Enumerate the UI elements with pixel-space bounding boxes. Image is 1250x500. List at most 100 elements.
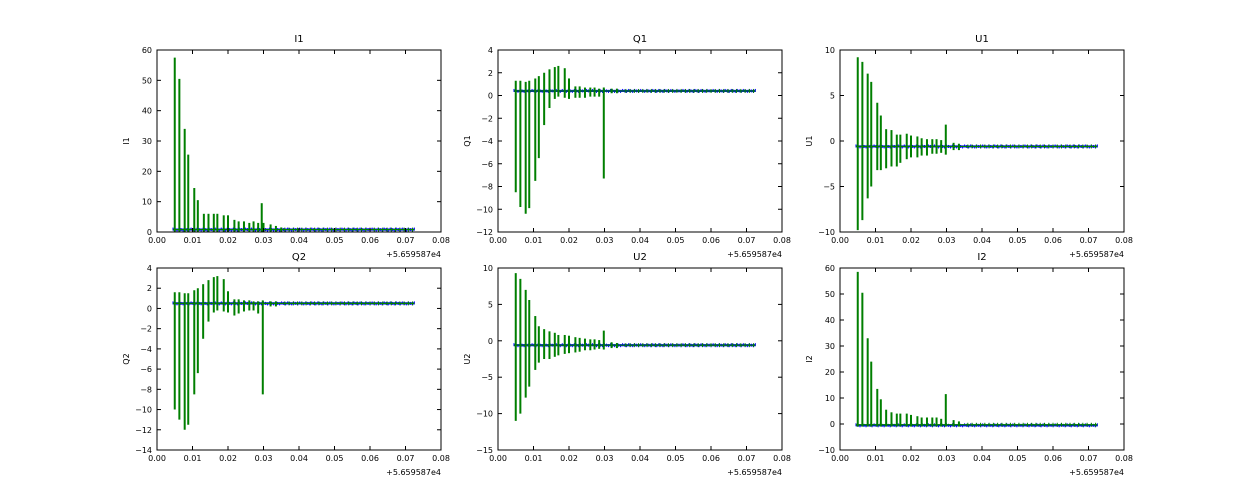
y-tick-label: −2	[481, 114, 493, 123]
y-tick-label: −2	[140, 325, 152, 334]
x-tick-label: 0.06	[361, 454, 379, 463]
y-tick-label: 10	[825, 394, 835, 403]
y-tick-label: −12	[476, 228, 493, 237]
y-tick-label: 0	[488, 337, 493, 346]
y-tick-label: −6	[481, 160, 493, 169]
y-tick-label: −10	[476, 205, 493, 214]
x-tick-label: 0.01	[867, 236, 885, 245]
y-tick-label: 10	[483, 264, 493, 273]
y-tick-label: 60	[142, 46, 152, 55]
y-tick-label: 0	[830, 420, 835, 429]
x-tick-label: 0.04	[290, 454, 308, 463]
x-tick-label: 0.01	[867, 454, 885, 463]
y-tick-label: −12	[135, 426, 152, 435]
x-tick-label: 0.08	[773, 236, 791, 245]
axes-frame	[497, 267, 783, 451]
x-tick-label: 0.06	[1044, 454, 1062, 463]
x-tick-label: 0.01	[525, 454, 543, 463]
x-tick-label: 0.06	[702, 236, 720, 245]
x-tick-label: 0.01	[184, 236, 202, 245]
y-tick-label: −10	[818, 228, 835, 237]
subplot-title: Q2	[292, 252, 306, 263]
y-tick-label: 5	[488, 300, 493, 309]
x-tick-label: 0.04	[973, 454, 991, 463]
axes-frame	[156, 49, 442, 233]
x-tick-label: 0.06	[702, 454, 720, 463]
x-tick-label: 0.06	[1044, 236, 1062, 245]
x-tick-label: 0.00	[148, 236, 166, 245]
y-tick-label: −8	[481, 183, 493, 192]
x-tick-label: 0.03	[596, 236, 614, 245]
y-tick-label: 20	[825, 368, 835, 377]
y-tick-label: −4	[481, 137, 493, 146]
x-tick-label: 0.05	[1009, 236, 1027, 245]
subplot-i2: I2 I2 0.00 0.01 0.02 0.03 0.04 0.05 0.06 0.07 0.08…	[805, 252, 1133, 477]
subplot-title: I2	[977, 252, 986, 263]
x-tick-label: 0.02	[219, 454, 237, 463]
y-axis-label: I2	[805, 355, 814, 362]
y-tick-label: −15	[476, 446, 493, 455]
axes-frame	[839, 267, 1125, 451]
x-tick-label: 0.07	[738, 236, 756, 245]
y-tick-label: −10	[476, 410, 493, 419]
y-tick-label: 5	[830, 92, 835, 101]
x-offset-label: +5.659587e4	[386, 250, 441, 259]
y-tick-label: −10	[135, 406, 152, 415]
x-offset-label: +5.659587e4	[727, 250, 782, 259]
x-tick-label: 0.04	[290, 236, 308, 245]
x-tick-label: 0.03	[938, 236, 956, 245]
y-axis-label: U1	[805, 136, 814, 147]
y-tick-label: −5	[823, 183, 835, 192]
x-tick-label: 0.07	[397, 236, 415, 245]
x-tick-label: 0.05	[326, 454, 344, 463]
y-tick-label: 60	[825, 264, 835, 273]
y-tick-label: 4	[488, 46, 493, 55]
y-tick-label: −14	[135, 446, 152, 455]
x-offset-label: +5.659587e4	[1069, 250, 1124, 259]
y-tick-label: −4	[140, 345, 152, 354]
y-tick-label: 20	[142, 167, 152, 176]
x-tick-label: 0.08	[432, 454, 450, 463]
x-tick-label: 0.00	[489, 236, 507, 245]
x-tick-label: 0.02	[560, 236, 578, 245]
y-axis-label: Q1	[463, 135, 472, 146]
y-tick-label: 50	[825, 290, 835, 299]
y-tick-label: −5	[481, 373, 493, 382]
axes-frame	[156, 267, 442, 451]
x-tick-label: 0.07	[1080, 454, 1098, 463]
x-tick-label: 0.00	[489, 454, 507, 463]
x-tick-label: 0.08	[1115, 454, 1133, 463]
subplot-title: I1	[294, 34, 303, 45]
y-tick-label: 0	[147, 228, 152, 237]
y-axis-label: U2	[463, 354, 472, 365]
x-tick-label: 0.04	[631, 236, 649, 245]
x-tick-label: 0.04	[973, 236, 991, 245]
axes-frame	[839, 49, 1125, 233]
x-tick-label: 0.00	[831, 236, 849, 245]
subplot-title: U2	[633, 252, 647, 263]
subplot-u1: U1 U1 0.00 0.01 0.02 0.03 0.04 0.05 0.06 0.07 0.08…	[805, 34, 1133, 259]
x-offset-label: +5.659587e4	[727, 468, 782, 477]
x-tick-label: 0.00	[148, 454, 166, 463]
x-tick-label: 0.00	[831, 454, 849, 463]
x-tick-label: 0.02	[560, 454, 578, 463]
x-tick-label: 0.07	[397, 454, 415, 463]
x-tick-label: 0.05	[1009, 454, 1027, 463]
x-tick-label: 0.02	[902, 454, 920, 463]
y-tick-label: 50	[142, 76, 152, 85]
y-tick-label: −10	[818, 446, 835, 455]
x-tick-label: 0.02	[902, 236, 920, 245]
x-tick-label: 0.04	[631, 454, 649, 463]
x-tick-label: 0.06	[361, 236, 379, 245]
x-tick-label: 0.07	[738, 454, 756, 463]
y-tick-label: 10	[142, 198, 152, 207]
x-offset-label: +5.659587e4	[386, 468, 441, 477]
y-tick-label: 0	[830, 137, 835, 146]
x-tick-label: 0.08	[773, 454, 791, 463]
y-axis-label: Q2	[122, 353, 131, 364]
x-tick-label: 0.01	[525, 236, 543, 245]
subplot-i1: I1 I1 0.00 0.01 0.02 0.03 0.04 0.05 0.06 0.07 0.08…	[122, 34, 450, 259]
y-tick-label: 0	[488, 92, 493, 101]
subplot-u2: U2 U2 0.00 0.01 0.02 0.03 0.04 0.05 0.06 0.07 0.08…	[463, 252, 791, 477]
